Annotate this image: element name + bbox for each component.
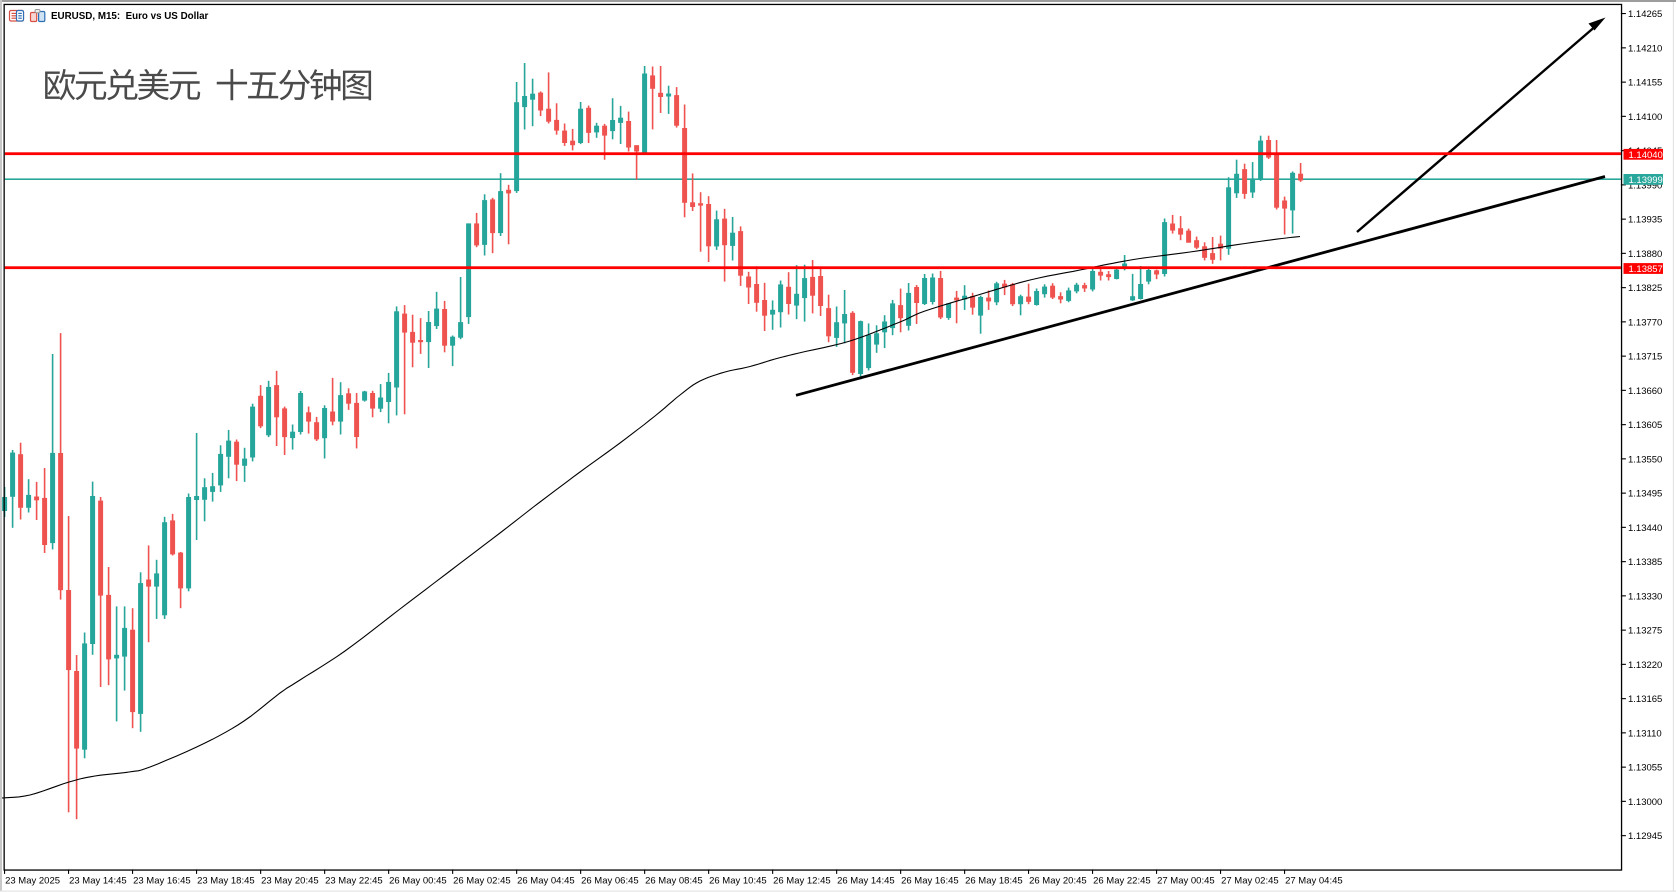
svg-text:1.14155: 1.14155 [1628, 78, 1662, 89]
svg-text:26 May 04:45: 26 May 04:45 [517, 876, 575, 887]
svg-text:26 May 00:45: 26 May 00:45 [389, 876, 447, 887]
svg-text:26 May 02:45: 26 May 02:45 [453, 876, 511, 887]
svg-text:1.13055: 1.13055 [1628, 763, 1662, 774]
svg-text:1.14040: 1.14040 [1629, 150, 1663, 161]
svg-text:26 May 20:45: 26 May 20:45 [1029, 876, 1087, 887]
svg-text:23 May 14:45: 23 May 14:45 [69, 876, 127, 887]
svg-text:26 May 22:45: 26 May 22:45 [1093, 876, 1151, 887]
svg-text:26 May 18:45: 26 May 18:45 [965, 876, 1023, 887]
svg-text:1.13935: 1.13935 [1628, 215, 1662, 226]
svg-text:1.13110: 1.13110 [1628, 728, 1662, 739]
svg-text:1.13385: 1.13385 [1628, 557, 1662, 568]
svg-text:1.14210: 1.14210 [1628, 43, 1662, 54]
svg-text:26 May 14:45: 26 May 14:45 [837, 876, 895, 887]
svg-text:1.13715: 1.13715 [1628, 352, 1662, 363]
svg-text:27 May 00:45: 27 May 00:45 [1157, 876, 1215, 887]
svg-text:23 May 18:45: 23 May 18:45 [197, 876, 255, 887]
svg-text:1.13857: 1.13857 [1629, 264, 1663, 275]
svg-text:1.13220: 1.13220 [1628, 660, 1662, 671]
svg-text:1.13000: 1.13000 [1628, 797, 1662, 808]
svg-text:1.13605: 1.13605 [1628, 420, 1662, 431]
svg-text:1.13330: 1.13330 [1628, 591, 1662, 602]
svg-text:1.13999: 1.13999 [1629, 175, 1663, 186]
svg-text:1.13825: 1.13825 [1628, 283, 1662, 294]
svg-text:1.12945: 1.12945 [1628, 831, 1662, 842]
svg-text:1.13990: 1.13990 [1628, 180, 1662, 191]
svg-text:26 May 16:45: 26 May 16:45 [901, 876, 959, 887]
svg-text:1.13770: 1.13770 [1628, 317, 1662, 328]
svg-text:1.14265: 1.14265 [1628, 9, 1662, 20]
svg-text:23 May 22:45: 23 May 22:45 [325, 876, 383, 887]
svg-text:26 May 08:45: 26 May 08:45 [645, 876, 703, 887]
svg-text:26 May 06:45: 26 May 06:45 [581, 876, 639, 887]
svg-text:23 May 20:45: 23 May 20:45 [261, 876, 319, 887]
svg-text:1.13660: 1.13660 [1628, 386, 1662, 397]
svg-text:1.13275: 1.13275 [1628, 626, 1662, 637]
svg-text:23 May 16:45: 23 May 16:45 [133, 876, 191, 887]
svg-text:1.13165: 1.13165 [1628, 694, 1662, 705]
svg-text:23 May 2025: 23 May 2025 [5, 876, 60, 887]
svg-text:1.13880: 1.13880 [1628, 249, 1662, 260]
svg-text:1.13440: 1.13440 [1628, 523, 1662, 534]
svg-text:26 May 10:45: 26 May 10:45 [709, 876, 767, 887]
svg-text:27 May 04:45: 27 May 04:45 [1285, 876, 1343, 887]
svg-text:1.14100: 1.14100 [1628, 112, 1662, 123]
svg-text:EURUSD, M15: Euro vs US Dolla: EURUSD, M15: Euro vs US Dollar [51, 11, 209, 22]
svg-text:26 May 12:45: 26 May 12:45 [773, 876, 831, 887]
svg-text:1.13495: 1.13495 [1628, 489, 1662, 500]
svg-text:1.13550: 1.13550 [1628, 454, 1662, 465]
svg-text:27 May 02:45: 27 May 02:45 [1221, 876, 1279, 887]
